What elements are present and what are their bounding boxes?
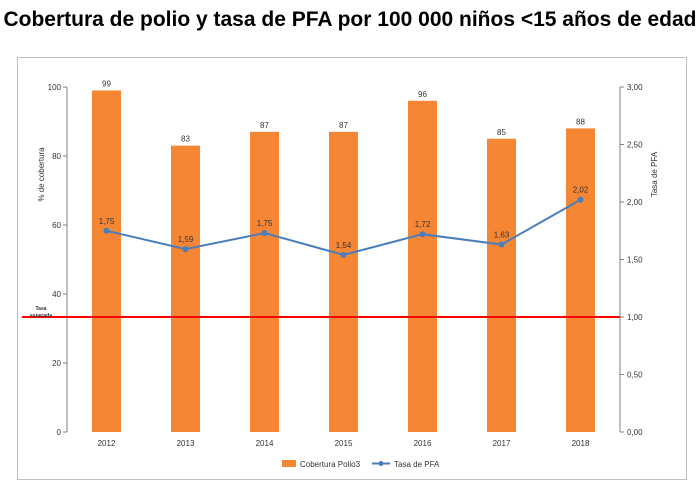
reference-line-label: Tasa	[35, 306, 46, 312]
bar-data-label: 85	[497, 128, 506, 137]
x-tick-label: 2017	[493, 439, 511, 448]
legend-swatch-polio3	[282, 460, 296, 467]
y-tick-label: 20	[52, 359, 61, 368]
bar-polio3-2018	[566, 128, 595, 432]
bar-data-label: 83	[181, 135, 190, 144]
point-tasa-pfa-2013	[182, 246, 189, 253]
x-tick-label: 2012	[98, 439, 116, 448]
x-tick-label: 2014	[256, 439, 274, 448]
y-tick-label: 40	[52, 290, 61, 299]
bar-data-label: 87	[260, 121, 269, 130]
y2-tick-label: 1,00	[627, 313, 643, 322]
bar-polio3-2012	[92, 90, 121, 432]
y-tick-label: 100	[48, 83, 62, 92]
y-axis-title: % de cobertura	[37, 147, 46, 202]
y2-tick-label: 1,50	[627, 256, 643, 265]
bar-data-label: 88	[576, 117, 585, 126]
x-tick-label: 2016	[414, 439, 432, 448]
y2-tick-label: 0,50	[627, 371, 643, 380]
bar-polio3-2016	[408, 100, 437, 433]
bar-polio3-2013	[171, 145, 200, 432]
line-data-label: 1,59	[178, 235, 194, 244]
line-data-label: 1,75	[99, 217, 115, 226]
legend-label-polio3: Cobertura Polio3	[300, 460, 361, 469]
y-tick-label: 60	[52, 221, 61, 230]
legend-label-pfa: Tasa de PFA	[394, 460, 440, 469]
bar-data-label: 96	[418, 90, 427, 99]
line-data-label: 1,72	[415, 220, 431, 229]
bar-polio3-2015	[329, 131, 358, 432]
point-tasa-pfa-2012	[103, 227, 110, 234]
bar-polio3-2017	[487, 138, 516, 432]
point-tasa-pfa-2014	[261, 230, 268, 237]
y2-tick-label: 0,00	[627, 428, 643, 437]
y2-tick-label: 2,00	[627, 198, 643, 207]
x-tick-label: 2013	[177, 439, 195, 448]
reference-line-label: esperada	[30, 313, 52, 319]
point-tasa-pfa-2015	[340, 251, 347, 258]
line-data-label: 1,63	[494, 231, 510, 240]
chart-title: Cobertura de polio y tasa de PFA por 100…	[3, 8, 697, 31]
line-data-label: 1,54	[336, 241, 352, 250]
y-tick-label: 0	[57, 428, 62, 437]
bar-polio3-2014	[250, 131, 279, 432]
x-tick-label: 2015	[335, 439, 353, 448]
y2-axis-title: Tasa de PFA	[650, 151, 659, 197]
y-tick-label: 80	[52, 152, 61, 161]
line-data-label: 2,02	[573, 186, 589, 195]
point-tasa-pfa-2017	[498, 241, 505, 248]
line-data-label: 1,75	[257, 219, 273, 228]
point-tasa-pfa-2018	[577, 196, 584, 203]
y2-tick-label: 3,00	[627, 83, 643, 92]
legend-swatch-pfa-marker	[378, 461, 384, 466]
point-tasa-pfa-2016	[419, 231, 426, 238]
bar-data-label: 87	[339, 121, 348, 130]
y2-tick-label: 2,50	[627, 141, 643, 150]
x-tick-label: 2018	[572, 439, 590, 448]
bar-data-label: 99	[102, 79, 111, 88]
